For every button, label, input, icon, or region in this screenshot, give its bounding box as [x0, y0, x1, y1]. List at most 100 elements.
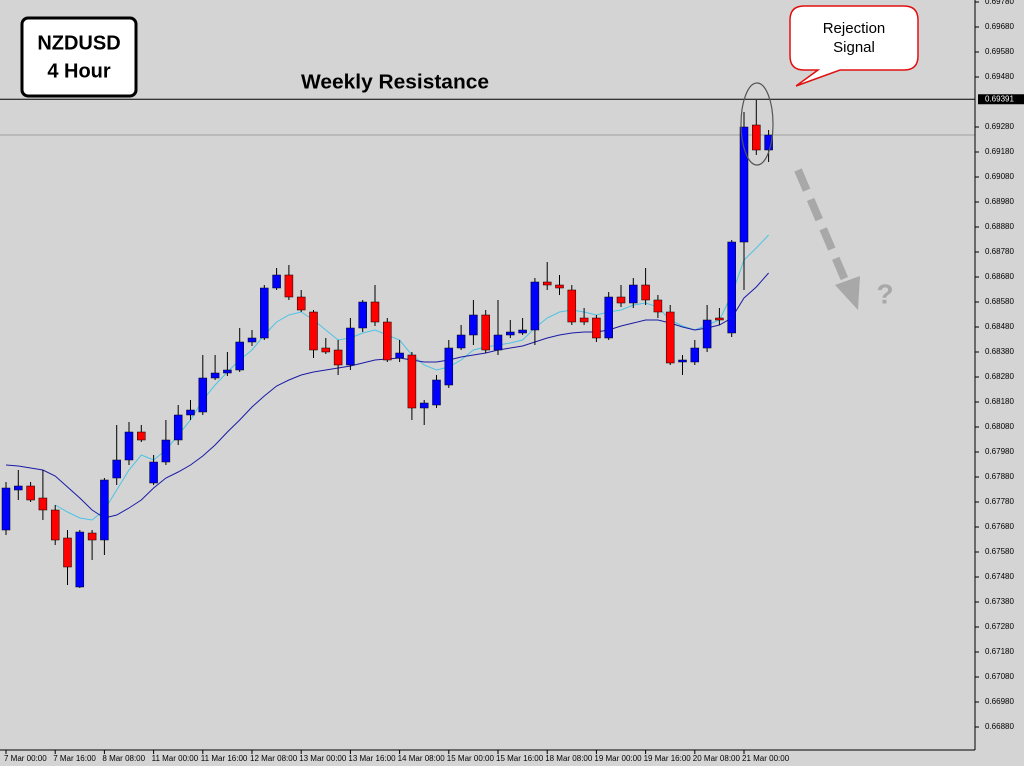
candle-body [112, 459, 121, 479]
candle-body [752, 124, 761, 151]
y-tick-label: 0.68180 [985, 397, 1014, 406]
candle-body [198, 377, 208, 413]
y-tick-label: 0.69780 [985, 0, 1014, 6]
y-tick-label: 0.68780 [985, 247, 1014, 256]
x-tick-label: 21 Mar 00:00 [742, 754, 790, 763]
candle-body [727, 241, 736, 334]
candle-body [50, 509, 60, 541]
symbol-box [20, 16, 138, 98]
y-tick-label: 0.68880 [985, 222, 1014, 231]
candle-body [419, 402, 429, 409]
y-tick-label: 0.66980 [985, 697, 1014, 706]
candle-body [592, 317, 601, 339]
question-mark: ? [876, 278, 893, 309]
y-tick-label: 0.69680 [985, 22, 1014, 31]
candle-body [137, 431, 146, 441]
candle-body [629, 284, 638, 304]
y-tick-label: 0.69280 [985, 122, 1014, 131]
y-tick-label: 0.67380 [985, 597, 1014, 606]
candle-body [333, 349, 343, 366]
candle-body [370, 301, 380, 323]
candle-body [530, 281, 540, 331]
x-tick-label: 20 Mar 08:00 [693, 754, 741, 763]
annotations: NZDUSD 4 Hour Weekly Resistance Rejectio… [20, 5, 919, 310]
candle-body [506, 331, 515, 336]
candle-body [161, 439, 171, 463]
callout-bubble [789, 5, 919, 87]
y-tick-label: 0.67980 [985, 447, 1014, 456]
x-tick-label: 19 Mar 16:00 [644, 754, 692, 763]
candle-body [604, 296, 613, 339]
y-tick-label: 0.67180 [985, 647, 1014, 656]
y-tick-label: 0.67080 [985, 672, 1014, 681]
candle-body [358, 301, 367, 329]
x-tick-label: 7 Mar 16:00 [53, 754, 96, 763]
candle-body [739, 126, 749, 243]
candle-body [346, 327, 355, 366]
candle-body [579, 317, 589, 323]
candle-body [186, 409, 195, 416]
resistance-text: Weekly Resistance [301, 71, 489, 93]
candle-body [149, 461, 158, 484]
x-tick-label: 8 Mar 08:00 [102, 754, 145, 763]
candle-body [641, 284, 650, 301]
candle-body [223, 369, 232, 374]
rejection-circle [740, 82, 774, 166]
candle-body [26, 485, 35, 501]
y-tick-label: 0.69580 [985, 47, 1014, 56]
candle-body [87, 532, 97, 541]
candle-body [690, 347, 700, 363]
x-tick-label: 15 Mar 00:00 [447, 754, 495, 763]
candle-body [247, 337, 257, 343]
candle-body [665, 311, 675, 364]
y-tick-label: 0.68280 [985, 372, 1014, 381]
y-tick-label: 0.67280 [985, 622, 1014, 631]
candle-body [567, 289, 577, 323]
candle-body [555, 284, 564, 289]
x-tick-label: 11 Mar 16:00 [201, 754, 248, 763]
timeframe: 4 Hour [47, 60, 111, 82]
y-tick-label: 0.68580 [985, 297, 1014, 306]
candle-body [260, 287, 269, 339]
candle-body [296, 296, 306, 311]
y-tick-label: 0.68680 [985, 272, 1014, 281]
candle-body [715, 317, 724, 321]
candle-body [75, 531, 85, 588]
callout-line: Signal [833, 39, 875, 56]
resistance-tag [978, 94, 1024, 105]
x-tick-label: 18 Mar 08:00 [545, 754, 593, 763]
candle-body [309, 311, 318, 351]
y-tick-label: 0.69480 [985, 72, 1014, 81]
candle-body [469, 314, 478, 336]
y-tick-label: 0.69180 [985, 147, 1014, 156]
candle-body [481, 314, 490, 351]
candle-body [235, 341, 244, 371]
forecast-arrow [794, 168, 849, 282]
x-tick-label: 12 Mar 08:00 [250, 754, 298, 763]
candle-body [616, 296, 626, 304]
candle-body [493, 334, 503, 351]
y-tick-label: 0.68480 [985, 322, 1014, 331]
y-tick-label: 0.66880 [985, 722, 1014, 731]
candle-body [702, 319, 712, 349]
candle-body [395, 352, 404, 359]
candle-body [272, 274, 281, 289]
forecast-arrow-head [835, 276, 860, 310]
candle-body [63, 537, 72, 568]
candle-body [284, 274, 294, 298]
x-tick-label: 15 Mar 16:00 [496, 754, 544, 763]
x-tick-label: 13 Mar 16:00 [348, 754, 396, 763]
candle-body [432, 379, 441, 406]
y-tick-label: 0.67780 [985, 497, 1014, 506]
y-tick-label: 0.67480 [985, 572, 1014, 581]
y-tick-label: 0.68980 [985, 197, 1014, 206]
resistance-tag-label: 0.69391 [985, 94, 1014, 103]
candle-body [1, 487, 11, 531]
callout-line: Rejection [823, 20, 886, 37]
candle-body [124, 431, 134, 461]
y-tick-label: 0.69080 [985, 172, 1014, 181]
candle-body [653, 299, 663, 313]
